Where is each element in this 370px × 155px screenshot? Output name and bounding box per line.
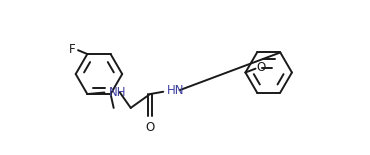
Text: O: O: [256, 61, 266, 74]
Text: HN: HN: [167, 84, 185, 97]
Text: O: O: [145, 121, 155, 134]
Text: F: F: [69, 43, 76, 56]
Text: NH: NH: [109, 86, 127, 99]
